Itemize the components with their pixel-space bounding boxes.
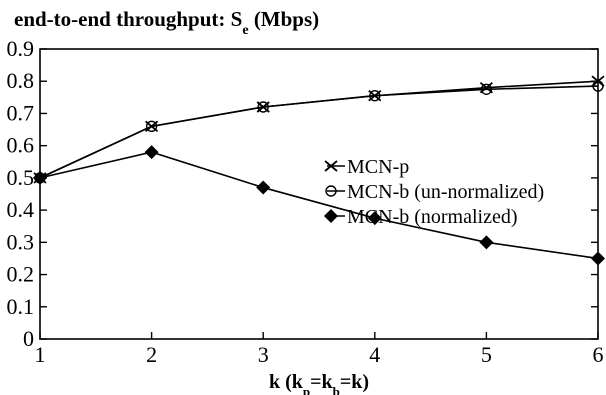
y-tick-label: 0.7 xyxy=(7,100,35,125)
data-point xyxy=(256,180,271,195)
x-axis: 1 2 3 4 5 6 xyxy=(35,332,604,367)
legend-label: MCN-p xyxy=(347,156,409,178)
y-tick-label: 0.3 xyxy=(7,229,35,254)
series-line xyxy=(39,85,599,179)
x-tick-label: 4 xyxy=(369,342,380,367)
legend-item: MCN-b (un-normalized) xyxy=(325,181,544,203)
y-tick-label: 0.2 xyxy=(7,262,35,287)
x-tick-label: 6 xyxy=(593,342,604,367)
series-line xyxy=(39,80,599,179)
data-point xyxy=(144,145,159,160)
x-tick-label: 3 xyxy=(258,342,269,367)
y-tick-label: 0.6 xyxy=(7,133,35,158)
x-axis-label: k (kp=kb=k) xyxy=(269,371,369,395)
y-axis: 0 0.1 0.2 0.3 0.4 0.5 0.6 0.7 0.8 0.9 xyxy=(7,36,598,351)
legend-marker xyxy=(324,160,338,172)
data-point xyxy=(591,251,605,266)
x-tick-label: 2 xyxy=(146,342,157,367)
series-mcn-b-un-normalized xyxy=(34,80,604,184)
y-tick-label: 0.8 xyxy=(7,68,35,93)
legend-label: MCN-b (un-normalized) xyxy=(347,181,544,203)
y-tick-label: 0 xyxy=(23,326,34,351)
x-tick-label: 5 xyxy=(481,342,492,367)
x-tick-label: 1 xyxy=(35,342,46,367)
data-point xyxy=(33,170,47,185)
series-layer xyxy=(33,75,605,266)
plot-frame xyxy=(39,48,599,340)
data-point xyxy=(479,235,494,250)
y-tick-label: 0.1 xyxy=(7,294,35,319)
data-point xyxy=(369,90,381,102)
y-tick-label: 0.5 xyxy=(7,165,35,190)
y-tick-label: 0.4 xyxy=(7,197,35,222)
data-point xyxy=(257,101,269,113)
legend-item: MCN-b (normalized) xyxy=(324,206,518,228)
data-point xyxy=(480,83,493,95)
legend-item: MCN-p xyxy=(324,156,409,178)
legend-label: MCN-b (normalized) xyxy=(347,206,518,228)
legend: MCN-p MCN-b (un-normalized) MCN-b (normali… xyxy=(324,156,544,228)
data-point xyxy=(145,120,158,133)
chart-title: end-to-end throughput: Se (Mbps) xyxy=(14,7,319,38)
series-mcn-p xyxy=(33,75,605,184)
y-tick-label: 0.9 xyxy=(7,36,35,61)
series-line xyxy=(39,151,599,260)
data-point xyxy=(592,80,604,92)
legend-marker xyxy=(325,185,337,197)
legend-marker xyxy=(324,209,338,223)
series-mcn-b-normalized xyxy=(33,145,605,266)
data-point xyxy=(367,211,382,226)
